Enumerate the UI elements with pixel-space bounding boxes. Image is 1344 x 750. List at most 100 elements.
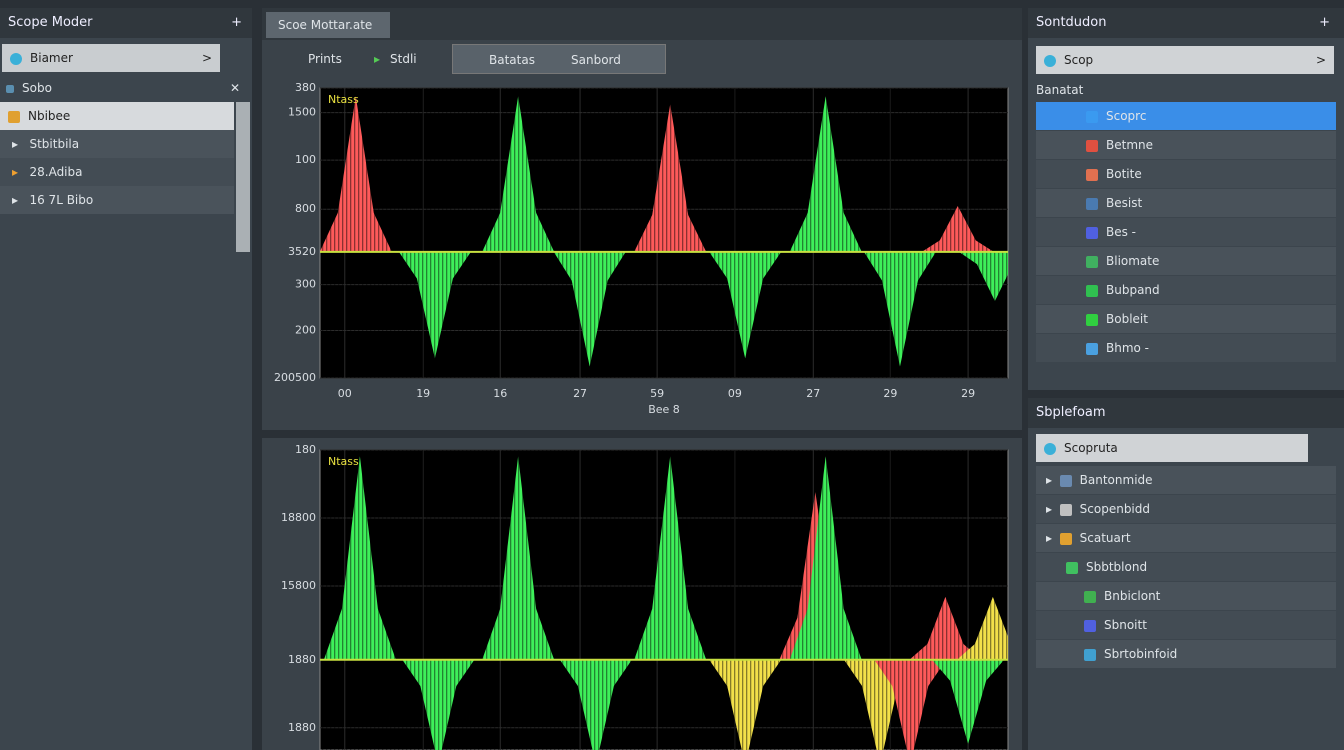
trace-label: Ntass (328, 93, 359, 106)
list-item[interactable]: Bliomate (1036, 247, 1336, 275)
item-text: Nbibee (28, 109, 71, 123)
toolbar: Prints ▸ Stdli Batatas Sanbord (262, 40, 1022, 78)
tree-item[interactable]: Bnbiclont (1036, 582, 1336, 610)
selected-item[interactable]: Nbibee (0, 102, 234, 130)
item-text: Bes - (1106, 225, 1137, 239)
scope-plot: 380 1500 100 800 3520 300 200 200500 00 19 16 27 59 0… (274, 81, 1009, 416)
x-tick-label: 29 (961, 387, 975, 400)
y-tick-label: 3520 (288, 245, 316, 258)
stripe-overlay (320, 450, 1008, 750)
item-text: Botite (1106, 167, 1142, 181)
item-text: Bnbiclont (1104, 589, 1161, 603)
item-icon (1086, 255, 1098, 268)
y-tick-label: 200 (295, 323, 316, 336)
item-icon (1086, 313, 1098, 326)
tool-button[interactable]: Stdli (390, 52, 417, 66)
list-item[interactable]: Scoprc (1036, 102, 1336, 130)
section-text: Banatat (1036, 83, 1084, 97)
list-item[interactable]: Bobleit (1036, 305, 1336, 333)
tool-button[interactable]: Batatas (489, 53, 535, 67)
item-text: Besist (1106, 196, 1143, 210)
y-tick-label: 380 (295, 81, 316, 94)
scrollbar[interactable] (236, 102, 250, 252)
item-icon (1084, 590, 1096, 603)
item-text: 16 7L Bibo (29, 193, 94, 207)
tree-item[interactable]: ▸ Scopenbidd (1036, 495, 1336, 523)
search-box[interactable]: Biamer > (2, 44, 220, 72)
item-icon (1084, 619, 1096, 632)
list-item[interactable]: Bubpand (1036, 276, 1336, 304)
add-icon[interactable]: + (231, 15, 242, 30)
tool-button[interactable]: Prints (308, 52, 342, 66)
item-text: Bliomate (1106, 254, 1160, 268)
right-panel-2: Sbplefoam Scopruta ▸ Bantonmide ▸ Scopenb… (1028, 398, 1344, 750)
item-icon (1086, 110, 1098, 123)
item-icon (1086, 226, 1098, 239)
y-tick-label: 180 (295, 443, 316, 456)
item-text: Betmne (1106, 138, 1153, 152)
left-panel: Scope Moder + Biamer > Sobo ✕ Nbibee ▸ Stbi… (0, 8, 252, 750)
item-text: Scopenbidd (1079, 502, 1151, 516)
x-tick-label: 29 (883, 387, 897, 400)
item-icon (1086, 139, 1098, 152)
tree-item[interactable]: ▸ Scatuart (1036, 524, 1336, 552)
list-item[interactable]: ▸ 28.Adiba (0, 158, 234, 186)
item-text: Scatuart (1079, 531, 1131, 545)
x-tick-label: 16 (493, 387, 507, 400)
right-panel: Sontdudon + Scop > Banatat Scoprc Betmne Bot… (1028, 8, 1344, 390)
y-tick-label: 200500 (274, 371, 316, 384)
y-tick-label: 100 (295, 153, 316, 166)
title-text: Sbplefoam (1036, 405, 1106, 420)
tool-button[interactable]: Sanbord (571, 53, 621, 67)
tree-item[interactable]: Sbbtblond (1036, 553, 1336, 581)
item-text: Bhmo - (1106, 341, 1150, 355)
x-axis-label: Bee 8 (648, 403, 680, 416)
y-tick-label: 800 (295, 202, 316, 215)
list-item[interactable]: Besist (1036, 189, 1336, 217)
scope-plot: 180 18800 15800 1880 1880 Ntass (281, 443, 1009, 750)
search-box[interactable]: Scop > (1036, 46, 1334, 74)
item-icon (1084, 648, 1096, 661)
section-header: Sobo ✕ (0, 74, 250, 102)
item-text: Stbitbila (29, 137, 80, 151)
search-text: Biamer (30, 51, 73, 65)
list-item[interactable]: ▸ Stbitbila (0, 130, 234, 158)
search-text: Scop (1064, 53, 1094, 67)
item-icon (1066, 561, 1078, 574)
tree-item[interactable]: ▸ Bantonmide (1036, 466, 1336, 494)
tool-group: Batatas Sanbord (452, 44, 666, 74)
tree-item[interactable]: Sbnoitt (1036, 611, 1336, 639)
list-item[interactable]: Betmne (1036, 131, 1336, 159)
tab[interactable]: Scoe Mottar.ate (266, 12, 390, 38)
item-icon (1086, 284, 1098, 297)
x-tick-label: 59 (650, 387, 664, 400)
y-tick-label: 300 (295, 278, 316, 291)
tree-item[interactable]: Sbrtobinfoid (1036, 640, 1336, 668)
title-text: Sontdudon (1036, 15, 1107, 30)
item-icon (1086, 168, 1098, 181)
item-icon (1059, 503, 1072, 516)
splitter (262, 430, 1022, 438)
section-text: Sobo (22, 81, 52, 95)
x-tick-label: 27 (806, 387, 820, 400)
search-box[interactable]: Scopruta (1036, 434, 1308, 462)
section-header: Banatat (1036, 76, 1336, 104)
title-text: Scope Moder (8, 15, 93, 30)
item-text: Scoprc (1106, 109, 1147, 123)
right-title: Sontdudon + (1028, 8, 1344, 38)
tab-bar: Scoe Mottar.ate (262, 8, 1022, 40)
list-item[interactable]: Botite (1036, 160, 1336, 188)
item-icon (1059, 532, 1072, 545)
stripe-overlay (320, 88, 1008, 378)
item-text: Sbrtobinfoid (1104, 647, 1178, 661)
list-item[interactable]: Bhmo - (1036, 334, 1336, 362)
item-text: 28.Adiba (29, 165, 83, 179)
item-icon (1059, 474, 1072, 487)
x-tick-label: 09 (728, 387, 742, 400)
left-title: Scope Moder + (0, 8, 252, 38)
list-item[interactable]: ▸ 16 7L Bibo (0, 186, 234, 214)
trace-label: Ntass (328, 455, 359, 468)
item-text: Bantonmide (1079, 473, 1153, 487)
list-item[interactable]: Bes - (1036, 218, 1336, 246)
